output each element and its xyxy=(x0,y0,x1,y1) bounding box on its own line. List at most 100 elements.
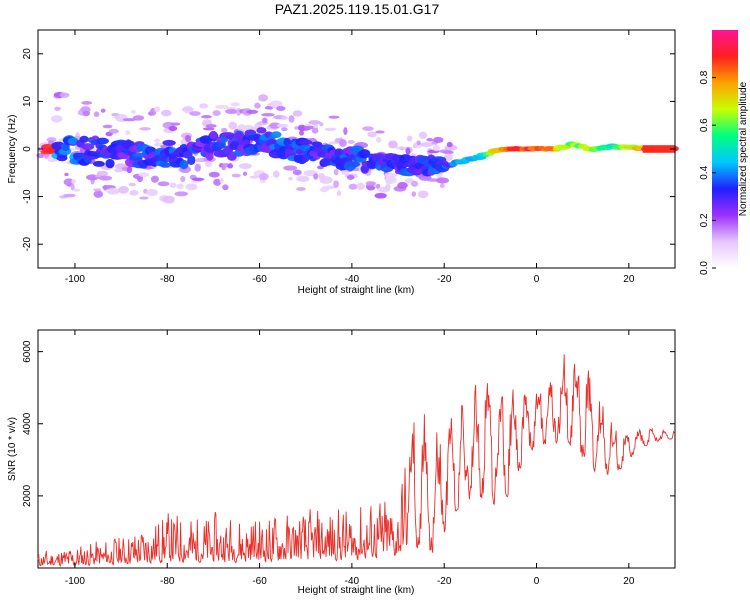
x-tick-label: 0 xyxy=(534,576,540,587)
y-tick-label: -10 xyxy=(22,189,33,204)
colorbar-tick-label: 0.2 xyxy=(699,213,710,227)
spectrogram-cell xyxy=(334,169,339,175)
spectrogram-cell xyxy=(146,189,157,196)
spectrogram-cell xyxy=(418,190,429,198)
spectrogram-cell xyxy=(221,128,227,133)
spectrogram-cell xyxy=(259,173,269,180)
spectrogram-cell xyxy=(347,161,360,167)
spectrogram-cell xyxy=(94,112,100,117)
spectrogram-cell xyxy=(180,176,185,182)
spectrogram-cell xyxy=(51,115,63,122)
spectrogram-cell xyxy=(349,184,358,190)
y-tick-label: 2000 xyxy=(22,484,33,507)
spectrogram-cell xyxy=(129,183,136,187)
x-tick-label: -100 xyxy=(65,274,85,285)
spectrogram-cell xyxy=(447,142,453,147)
colorbar-gradient xyxy=(712,30,738,268)
spectrogram-cell xyxy=(293,170,302,176)
spectrogram-cell xyxy=(325,128,337,131)
spectrogram-cell xyxy=(160,162,171,167)
spectrogram-cell xyxy=(105,159,114,168)
spectrogram-cell xyxy=(94,190,104,198)
spectrogram-cell xyxy=(82,111,90,116)
spectrogram-cell xyxy=(397,182,408,189)
spectrogram-cell xyxy=(433,137,443,143)
x-tick-label: -80 xyxy=(160,576,175,587)
spectrogram-cell xyxy=(63,194,75,198)
spectrogram-cell xyxy=(64,173,68,176)
spectrogram-cell xyxy=(189,111,201,116)
spectrogram-cell xyxy=(273,170,280,177)
spectrogram-cell xyxy=(170,182,177,187)
colorbar: 0.00.20.40.60.8 Normalized spectral ampl… xyxy=(699,30,749,275)
spectrogram-cell xyxy=(179,160,188,169)
colorbar-tick-label: 0.6 xyxy=(699,118,710,132)
x-tick-label: -60 xyxy=(252,576,267,587)
spectrogram-cell xyxy=(176,184,183,190)
spectrogram-cell xyxy=(433,145,440,152)
y-tick-label: 4000 xyxy=(22,412,33,435)
spectrogram-cell xyxy=(80,136,89,143)
spectrogram-cell xyxy=(339,139,347,147)
spectrogram-cell xyxy=(93,188,101,191)
spectrogram-cell xyxy=(213,110,221,116)
snr-panel: -100 -80 -60 -40 -20 0 20 2000 4000 6000 Height … xyxy=(7,330,675,596)
spectrogram-cell xyxy=(319,176,332,184)
spectrogram-cell xyxy=(93,161,105,167)
spectrogram-cell xyxy=(127,167,132,173)
spectrogram-cell xyxy=(131,110,136,114)
spectrogram-cell xyxy=(232,174,241,178)
x-tick-label: -100 xyxy=(65,576,85,587)
colorbar-label: Normalized spectral amplitude xyxy=(738,81,749,216)
spectrogram-cell xyxy=(288,177,293,181)
x-tick-label: -60 xyxy=(252,274,267,285)
spectrogram-cell xyxy=(343,127,347,135)
y-tick-label: 0 xyxy=(22,146,33,152)
spectrogram-cell xyxy=(154,106,160,112)
spectrogram-cell xyxy=(280,116,287,120)
spectrogram-cell xyxy=(138,172,149,177)
spectrogram-cell xyxy=(288,115,294,123)
spectrogram-cell xyxy=(97,171,108,176)
spectrogram-cell xyxy=(385,184,390,190)
spectrogram-cell xyxy=(417,140,421,145)
spectrogram-cell xyxy=(162,140,175,146)
spectrogram-cell xyxy=(185,135,191,142)
spectrogram-cell xyxy=(271,131,282,138)
spectrogram-cell xyxy=(261,113,275,116)
spectrogram-cell xyxy=(357,182,365,190)
spectrogram-cell xyxy=(107,188,120,195)
spectrogram-cell xyxy=(192,178,204,181)
snr-x-axis-label: Height of straight line (km) xyxy=(298,585,415,596)
spectrogram-cell xyxy=(376,137,381,143)
spectrogram-cell xyxy=(313,173,318,179)
spectrogram-cell xyxy=(362,126,374,131)
spectrogram-cell xyxy=(125,130,130,135)
x-tick-label: -80 xyxy=(160,274,175,285)
spectrogram-cell xyxy=(205,161,212,167)
snr-frame xyxy=(38,330,675,568)
spectrogram-cell xyxy=(411,181,418,187)
spectrogram-cell xyxy=(440,184,445,188)
spectrogram-cell xyxy=(436,177,449,183)
spectrogram-cell xyxy=(262,117,267,123)
spectrogram-cell xyxy=(227,163,233,168)
spectrogram-cell xyxy=(139,127,151,130)
spectrogram-cell xyxy=(163,196,175,204)
chart-title: PAZ1.2025.119.15.01.G17 xyxy=(275,1,440,17)
spectrogram-cell xyxy=(308,120,320,125)
spectrogram-cell xyxy=(203,127,215,130)
spectrogram-cell xyxy=(228,122,237,130)
spectrogram-cell xyxy=(118,186,129,194)
spectrogram-cell xyxy=(220,178,224,183)
spectrogram-cell xyxy=(276,106,285,111)
spectrogram-cell xyxy=(258,94,268,101)
spectrogram-cell xyxy=(175,191,189,196)
spectrogram-cell xyxy=(406,148,411,156)
spectrogram-cell xyxy=(319,122,323,126)
spectrogram-cell xyxy=(222,184,228,190)
spectrogram-y-axis-label: Frequency (Hz) xyxy=(7,115,18,184)
spectrogram-cell xyxy=(209,172,220,178)
y-tick-label: -20 xyxy=(22,237,33,252)
